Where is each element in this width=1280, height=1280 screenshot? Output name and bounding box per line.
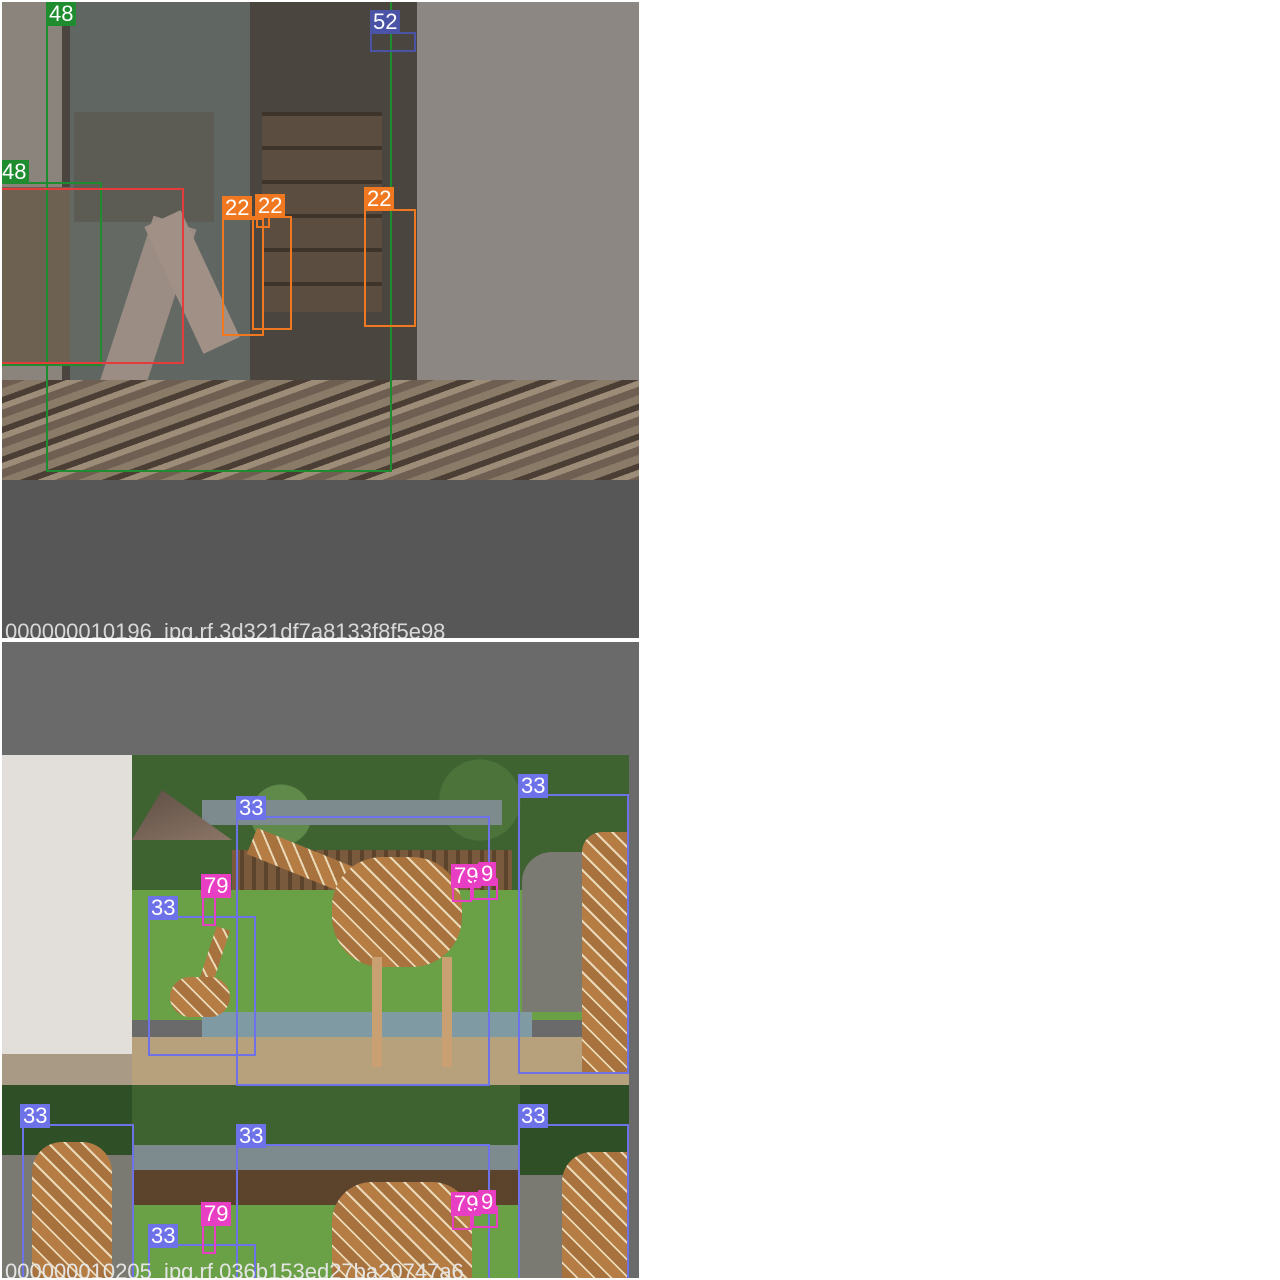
- bbox-label-person: 48: [46, 2, 77, 26]
- giraffe-body: [332, 1182, 472, 1278]
- bbox-giraffe: [148, 916, 256, 1056]
- bbox-zebra: [202, 896, 216, 926]
- bbox-label-remote: 52: [370, 10, 401, 34]
- giraffe-body: [582, 832, 629, 1072]
- bbox-label-person: 48: [2, 160, 30, 184]
- bbox-label-giraffe: 33: [518, 774, 549, 798]
- bbox-label-zebra: 79: [201, 874, 232, 898]
- image-filename: 000000010205_jpg.rf.036b153ed27ba20747a6: [5, 1259, 464, 1279]
- room-person-shorts: [74, 112, 214, 222]
- mosaic-tile-room: 48 48 52 22 22 22 000000010196_jpg.rf.3d…: [2, 2, 639, 638]
- mosaic-tile-giraffes: 33 33 33 79 79 9 33 33 33 33 79 79 9 000…: [2, 642, 639, 1278]
- bbox-chair: [364, 209, 416, 327]
- room-wall-right: [417, 2, 639, 382]
- room-wall: [2, 755, 132, 1055]
- bbox-label-giraffe: 33: [236, 1124, 267, 1148]
- bbox-label-giraffe: 33: [148, 896, 179, 920]
- room-rug: [2, 1054, 132, 1085]
- bbox-label-giraffe: 33: [20, 1104, 51, 1128]
- bbox-label-zebra: 79: [451, 1192, 482, 1216]
- bbox-label-zebra: 79: [201, 1202, 232, 1226]
- bbox-giraffe: [518, 1124, 629, 1278]
- zoo-water: [202, 1012, 532, 1037]
- giraffe-body: [332, 857, 462, 967]
- giraffe-leg: [442, 957, 452, 1067]
- bbox-label-giraffe: 33: [518, 1104, 549, 1128]
- bbox-label-zebra: 79: [451, 864, 482, 888]
- bbox-label-chair: 22: [255, 194, 286, 218]
- bbox-label-chair: 22: [222, 196, 253, 220]
- giraffe-body: [32, 1142, 112, 1278]
- giraffe-leg: [372, 957, 382, 1067]
- bbox-chair: [252, 216, 292, 330]
- bbox-label-zebra: 9: [478, 1190, 497, 1214]
- giraffe-body: [562, 1152, 629, 1278]
- letterbox-padding: [2, 480, 639, 638]
- image-filename: 000000010196_jpg.rf.3d321df7a8133f8f5e98: [5, 619, 446, 639]
- bbox-couch: [2, 188, 184, 364]
- bbox-label-zebra: 9: [478, 862, 497, 886]
- giraffe-body: [170, 977, 230, 1017]
- bbox-person: [2, 182, 102, 366]
- bbox-label-giraffe: 33: [236, 796, 267, 820]
- room-rug: [2, 380, 639, 480]
- bbox-giraffe: [22, 1124, 134, 1278]
- bbox-person: [46, 2, 392, 472]
- bbox-label-chair: 22: [364, 187, 395, 211]
- bbox-giraffe: [236, 816, 490, 1086]
- bbox-remote: [370, 32, 416, 52]
- bbox-giraffe: [518, 794, 629, 1074]
- bbox-zebra: [202, 1224, 216, 1254]
- bbox-label-giraffe: 33: [148, 1224, 179, 1248]
